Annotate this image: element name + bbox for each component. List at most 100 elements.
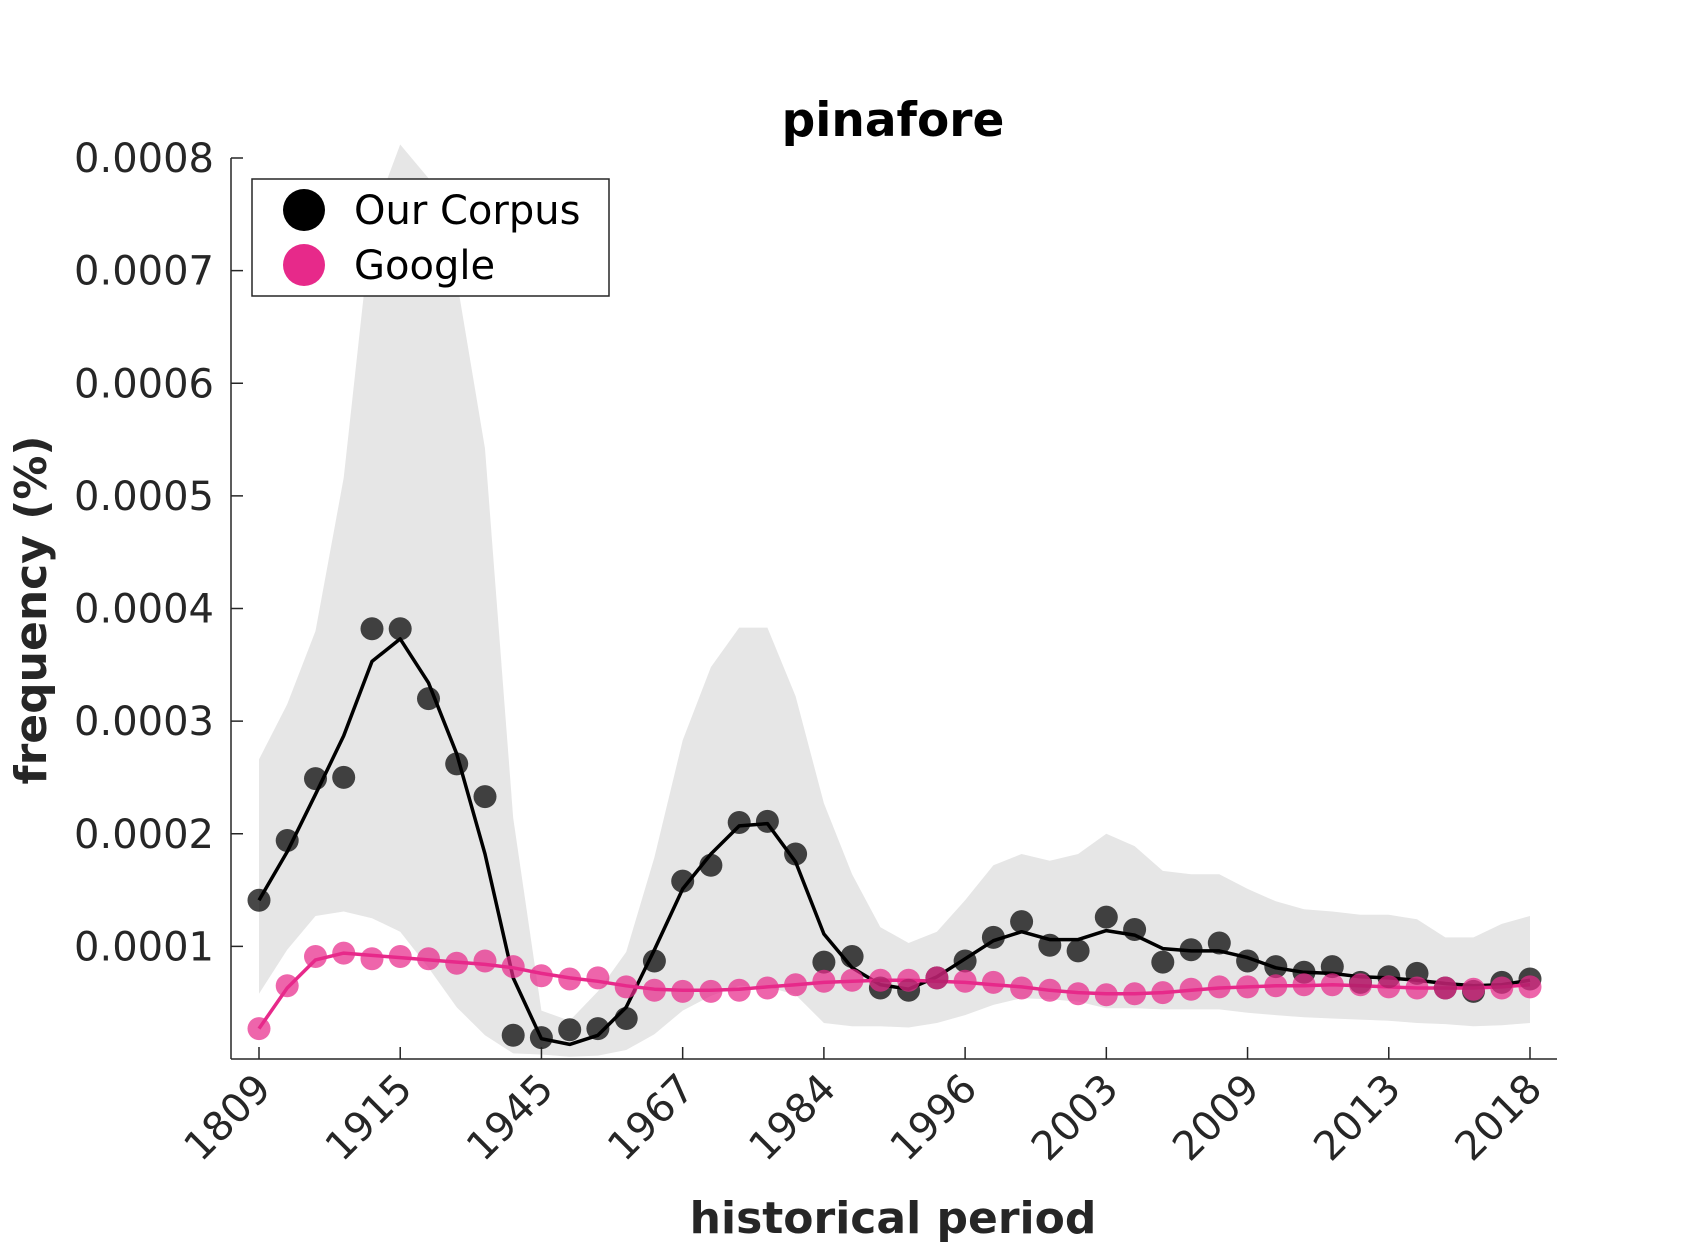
data-point-our-corpus <box>840 945 864 968</box>
data-point-google <box>1094 983 1118 1007</box>
data-point-our-corpus <box>1236 949 1260 973</box>
data-point-google <box>1490 976 1514 1000</box>
data-point-google <box>1433 976 1457 1000</box>
data-point-google <box>473 949 497 973</box>
data-point-our-corpus <box>529 1026 553 1050</box>
data-point-google <box>897 968 921 992</box>
data-point-google <box>388 945 412 968</box>
data-point-google <box>1518 975 1542 999</box>
data-point-our-corpus <box>642 949 666 973</box>
data-point-our-corpus <box>981 925 1005 949</box>
data-point-google <box>727 978 751 1002</box>
data-point-google <box>445 951 469 975</box>
legend-marker-google <box>283 244 325 286</box>
data-point-google <box>812 969 836 993</box>
data-point-google <box>1010 976 1034 1000</box>
data-point-google <box>332 941 356 965</box>
data-point-google <box>981 970 1005 994</box>
data-point-our-corpus <box>812 950 836 974</box>
data-point-google <box>840 968 864 992</box>
data-point-our-corpus <box>275 829 299 852</box>
data-point-google <box>784 973 808 997</box>
data-point-our-corpus <box>784 842 808 866</box>
data-point-google <box>642 978 666 1002</box>
y-tick-label: 0.0003 <box>74 699 214 745</box>
data-point-google <box>1236 975 1260 999</box>
data-point-our-corpus <box>727 811 751 834</box>
data-point-our-corpus <box>1179 938 1203 962</box>
data-point-our-corpus <box>1151 950 1175 974</box>
data-point-our-corpus <box>558 1018 582 1042</box>
data-point-our-corpus <box>1123 918 1147 941</box>
data-point-our-corpus <box>1010 910 1034 934</box>
data-point-google <box>360 947 384 971</box>
trend-line-layer <box>257 637 1531 1047</box>
data-point-our-corpus <box>417 687 440 711</box>
data-point-our-corpus <box>1094 905 1118 929</box>
data-point-google <box>1151 981 1175 1005</box>
data-point-our-corpus <box>304 767 327 791</box>
data-point-our-corpus <box>1264 955 1288 979</box>
data-point-our-corpus <box>755 809 779 833</box>
data-point-google <box>1349 973 1372 997</box>
y-tick-label: 0.0007 <box>74 249 214 295</box>
data-point-google <box>1462 977 1485 1001</box>
chart-title: pinafore <box>782 93 1005 148</box>
data-point-our-corpus <box>332 765 356 789</box>
data-point-google <box>755 976 779 1000</box>
data-point-google <box>614 975 638 999</box>
data-point-our-corpus <box>445 752 469 776</box>
y-tick-label: 0.0006 <box>74 361 214 407</box>
data-point-google <box>925 966 949 990</box>
trend-line-google <box>257 951 1531 1030</box>
data-point-google <box>671 979 695 1003</box>
y-tick-label: 0.0005 <box>74 474 214 520</box>
legend-label-our-corpus: Our Corpus <box>354 188 580 234</box>
data-point-our-corpus <box>953 949 977 973</box>
data-point-our-corpus <box>1038 933 1062 957</box>
trend-line-our-corpus <box>257 637 1531 1047</box>
data-point-our-corpus <box>360 617 384 641</box>
legend: Our Corpus Google <box>251 178 610 297</box>
y-axis-title: frequency (%) <box>6 435 57 784</box>
data-point-google <box>1179 977 1203 1001</box>
data-point-google <box>501 955 525 979</box>
data-point-google <box>1264 974 1288 998</box>
data-point-our-corpus <box>671 869 695 893</box>
data-point-google <box>1377 975 1401 999</box>
data-point-our-corpus <box>388 617 412 641</box>
data-point-google <box>953 969 977 993</box>
data-point-our-corpus <box>247 888 271 912</box>
data-point-layer <box>247 617 1542 1050</box>
data-point-our-corpus <box>586 1017 610 1041</box>
data-point-google <box>1038 978 1062 1002</box>
data-point-google <box>417 947 440 971</box>
data-point-our-corpus <box>473 785 497 809</box>
data-point-google <box>1405 976 1429 1000</box>
data-point-google <box>304 945 327 968</box>
data-point-our-corpus <box>1320 955 1344 979</box>
data-point-google <box>1123 982 1147 1006</box>
data-point-our-corpus <box>1207 931 1231 955</box>
data-point-google <box>247 1017 271 1041</box>
data-point-google <box>586 966 610 990</box>
data-point-our-corpus <box>699 853 723 877</box>
data-point-google <box>1292 973 1316 997</box>
data-point-our-corpus <box>1066 939 1090 963</box>
y-tick-label: 0.0008 <box>74 136 214 182</box>
data-point-google <box>275 974 299 998</box>
y-tick-label: 0.0002 <box>74 812 214 858</box>
data-point-google <box>1320 973 1344 997</box>
legend-marker-our-corpus <box>283 189 325 231</box>
data-point-our-corpus <box>501 1023 525 1047</box>
data-point-google <box>558 967 582 991</box>
y-tick-label: 0.0004 <box>74 587 214 633</box>
data-point-google <box>529 964 553 988</box>
data-point-google <box>1066 982 1090 1006</box>
data-point-google <box>699 979 723 1003</box>
legend-label-google: Google <box>354 243 495 289</box>
data-point-google <box>1207 975 1231 999</box>
data-point-google <box>868 968 892 992</box>
